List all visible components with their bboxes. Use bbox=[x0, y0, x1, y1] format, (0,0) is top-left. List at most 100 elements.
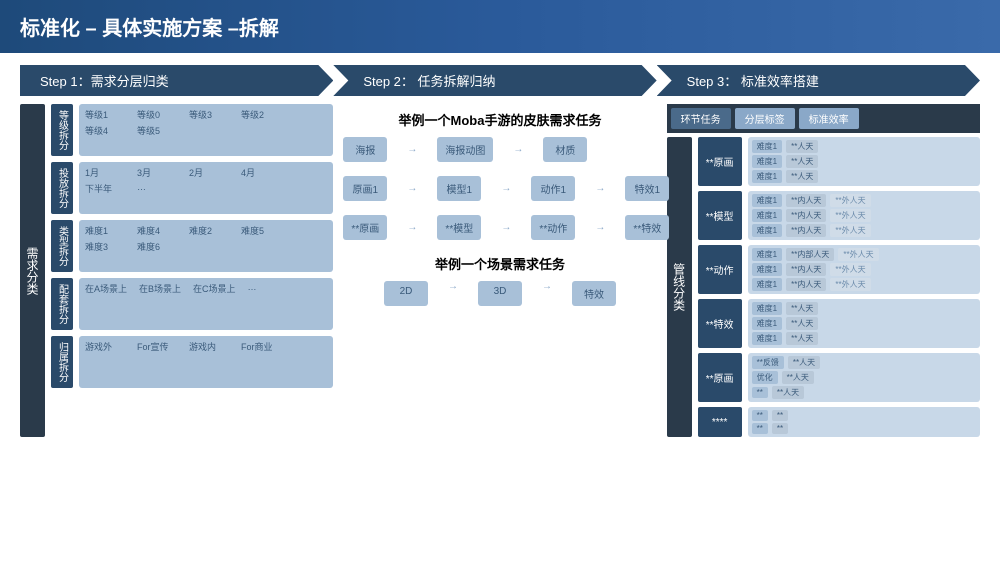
category-row: 类型拆分难度1难度4难度2难度5难度3难度6 bbox=[51, 220, 333, 272]
category-item: For商业 bbox=[241, 340, 281, 353]
pill: **人天 bbox=[782, 371, 814, 384]
category-item: 游戏外 bbox=[85, 340, 125, 353]
category-row: 投放拆分1月3月2月4月下半年… bbox=[51, 162, 333, 214]
pipe-box: 难度1**人天难度1**人天难度1**人天 bbox=[748, 137, 980, 186]
pill: **外人天 bbox=[830, 263, 870, 276]
category-box: 游戏外For宣传游戏内For商业 bbox=[79, 336, 333, 388]
pipe-line: 难度1**内人天**外人天 bbox=[752, 278, 976, 291]
pill: 优化 bbox=[752, 371, 778, 384]
pill: **人天 bbox=[788, 356, 820, 369]
category-item: 4月 bbox=[241, 166, 281, 179]
pill: **内人天 bbox=[786, 224, 826, 237]
flow-node: 3D bbox=[478, 281, 522, 306]
pill: **外人天 bbox=[830, 224, 870, 237]
pill: **人天 bbox=[786, 155, 818, 168]
category-item: 在B场景上 bbox=[139, 282, 181, 295]
pill: **反馈 bbox=[752, 356, 784, 369]
pipe-label: **模型 bbox=[698, 191, 742, 240]
pill: 难度1 bbox=[752, 332, 782, 345]
pill: **内人天 bbox=[786, 209, 826, 222]
pipe-line: **** bbox=[752, 423, 976, 434]
arrow-icon: → bbox=[595, 183, 605, 194]
flow-node: **特效 bbox=[625, 215, 669, 240]
flow-node: 海报动图 bbox=[437, 137, 493, 162]
pipe-line: 难度1**内人天**外人天 bbox=[752, 209, 976, 222]
pill: **外人天 bbox=[838, 248, 878, 261]
pill: **内人天 bbox=[786, 263, 826, 276]
category-item: 难度4 bbox=[137, 224, 177, 237]
tab[interactable]: 标准效率 bbox=[799, 108, 859, 129]
pipe-line: 难度1 **内人天 **外人天 bbox=[752, 224, 976, 237]
pill: 难度1 bbox=[752, 317, 782, 330]
pill: **人天 bbox=[786, 170, 818, 183]
flow-1: 海报→海报动图→材质 原画1→模型1→动作1→特效1 **原画→**模型→**动… bbox=[343, 137, 656, 240]
category-row: 配套拆分在A场景上在B场景上在C场景上… bbox=[51, 278, 333, 330]
category-item: 难度6 bbox=[137, 240, 177, 253]
arrow-icon: → bbox=[407, 144, 417, 155]
pipe-box: **反馈 **人天优化 **人天 ****人天 bbox=[748, 353, 980, 402]
pipe-wrap: 管线分类 **原画难度1**人天难度1**人天难度1**人天**模型难度1**内… bbox=[667, 137, 980, 437]
arrow-icon: → bbox=[501, 222, 511, 233]
category-item: 难度1 bbox=[85, 224, 125, 237]
pill: 难度1 bbox=[752, 209, 782, 222]
category-item: 难度2 bbox=[189, 224, 229, 237]
pill: 难度1 bbox=[752, 224, 782, 237]
pill: 难度1 bbox=[752, 263, 782, 276]
arrow-icon: → bbox=[513, 144, 523, 155]
content: 需求分类 等级拆分等级1等级0等级3等级2等级4等级5投放拆分1月3月2月4月下… bbox=[0, 104, 1000, 437]
pipe-row: ************ bbox=[698, 407, 980, 437]
category-item: 等级3 bbox=[189, 108, 229, 121]
flow-node: **模型 bbox=[437, 215, 481, 240]
category-item: 1月 bbox=[85, 166, 125, 179]
flow-node: **动作 bbox=[531, 215, 575, 240]
tab[interactable]: 环节任务 bbox=[671, 108, 731, 129]
category-list: 等级拆分等级1等级0等级3等级2等级4等级5投放拆分1月3月2月4月下半年…类型… bbox=[51, 104, 333, 437]
pipe-line: 难度1 **内人天 **外人天 bbox=[752, 263, 976, 276]
category-item: 等级1 bbox=[85, 108, 125, 121]
pipe-line: 优化 **人天 bbox=[752, 371, 976, 384]
category-item: 在C场景上 bbox=[193, 282, 236, 295]
category-item: 2月 bbox=[189, 166, 229, 179]
pill: 难度1 bbox=[752, 194, 782, 207]
pipe-label: **动作 bbox=[698, 245, 742, 294]
category-box: 1月3月2月4月下半年… bbox=[79, 162, 333, 214]
column-3: 环节任务分层标签标准效率 管线分类 **原画难度1**人天难度1**人天难度1*… bbox=[667, 104, 980, 437]
pill: ** bbox=[772, 410, 788, 421]
pill: 难度1 bbox=[752, 170, 782, 183]
flow-node: 材质 bbox=[543, 137, 587, 162]
pill: 难度1 bbox=[752, 278, 782, 291]
pipe-label: **原画 bbox=[698, 137, 742, 186]
flow-node: 海报 bbox=[343, 137, 387, 162]
pipe-box: 难度1**人天难度1**人天难度1**人天 bbox=[748, 299, 980, 348]
pill: **人天 bbox=[786, 332, 818, 345]
arrow-icon: → bbox=[407, 183, 417, 194]
pill: **人天 bbox=[786, 140, 818, 153]
category-item: 等级5 bbox=[137, 124, 177, 137]
tab[interactable]: 分层标签 bbox=[735, 108, 795, 129]
pipe-line: ****人天 bbox=[752, 386, 976, 399]
category-item: For宣传 bbox=[137, 340, 177, 353]
category-item: 等级2 bbox=[241, 108, 281, 121]
category-label: 类型拆分 bbox=[51, 220, 73, 272]
pill: 难度1 bbox=[752, 248, 782, 261]
pipe-line: 难度1 **人天 bbox=[752, 170, 976, 183]
pipe-line: 难度1 **人天 bbox=[752, 332, 976, 345]
step-1: Step 1：需求分层归类 bbox=[20, 65, 333, 96]
flow-node: 模型1 bbox=[437, 176, 481, 201]
pipe-row: **原画**反馈**人天优化**人天****人天 bbox=[698, 353, 980, 402]
category-item: 难度5 bbox=[241, 224, 281, 237]
pipe-label: **特效 bbox=[698, 299, 742, 348]
pill: **内部人天 bbox=[786, 248, 834, 261]
pill: 难度1 bbox=[752, 140, 782, 153]
pipe-line: **反馈 **人天 bbox=[752, 356, 976, 369]
flow-node: 特效1 bbox=[625, 176, 669, 201]
flow-node: 动作1 bbox=[531, 176, 575, 201]
col3-vbar: 管线分类 bbox=[667, 137, 692, 437]
arrow-icon: → bbox=[407, 222, 417, 233]
pill: **人天 bbox=[786, 317, 818, 330]
pipe-list: **原画难度1**人天难度1**人天难度1**人天**模型难度1**内人天**外… bbox=[698, 137, 980, 437]
page-title: 标准化 – 具体实施方案 –拆解 bbox=[20, 18, 279, 40]
pill: **内人天 bbox=[786, 194, 826, 207]
pill: ** bbox=[772, 423, 788, 434]
pill: **外人天 bbox=[830, 194, 870, 207]
